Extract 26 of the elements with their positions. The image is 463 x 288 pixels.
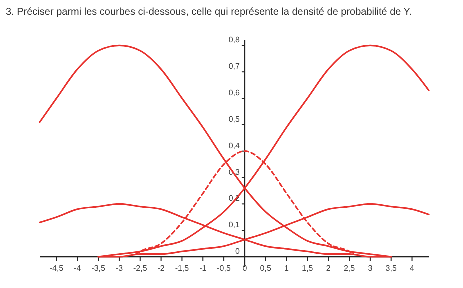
x-tick-label: 0 (242, 264, 248, 273)
x-tick-label: 2 (326, 264, 332, 273)
y-tick-label: 0,8 (228, 36, 241, 45)
x-tick-label: -4 (74, 264, 82, 273)
x-tick-label: -3,5 (92, 264, 106, 273)
x-tick-label: -1 (200, 264, 208, 273)
x-tick-label: -2,5 (133, 264, 148, 273)
chart-title: 3. Préciser parmi les courbes ci-dessous, celle qui représente la densité de probabilité de Y. (6, 7, 412, 18)
x-tick-label: -2 (158, 264, 166, 273)
x-tick-label: 3,5 (386, 264, 398, 273)
x-tick-label: 4 (410, 264, 416, 273)
x-tick-label: 2,5 (344, 264, 356, 273)
x-tick-label: -0,5 (217, 264, 232, 273)
y-tick-label: 0,1 (228, 220, 241, 230)
x-tick-label: 1,5 (302, 264, 314, 273)
y-tick-label: 0,5 (228, 114, 241, 124)
x-tick-label: -3 (116, 264, 124, 273)
y-tick-label: 0 (236, 247, 241, 256)
x-tick-label: 1 (284, 264, 290, 273)
y-tick-label: 0,6 (228, 88, 241, 98)
y-tick-label: 0,4 (228, 141, 241, 150)
x-tick-label: -4,5 (50, 264, 64, 273)
x-tick-label: -1,5 (175, 264, 190, 273)
x-tick-label: 3 (368, 264, 374, 273)
x-tick-label: 0,5 (260, 264, 272, 273)
y-tick-label: 0,7 (228, 62, 241, 72)
